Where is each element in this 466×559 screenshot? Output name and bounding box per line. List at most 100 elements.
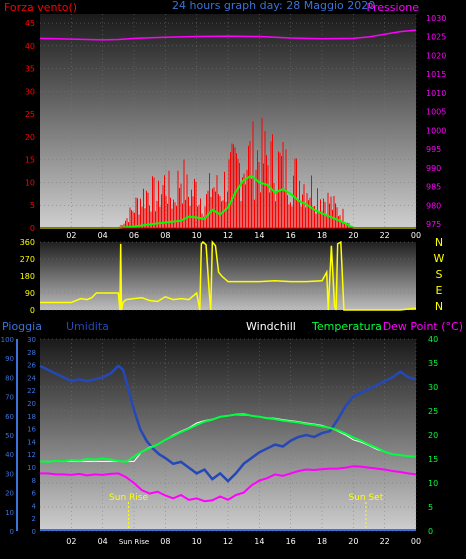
humidity-tick-label: 14 bbox=[27, 438, 36, 446]
time-tick-label: 04 bbox=[98, 537, 108, 546]
time-tick-label: Sun Rise bbox=[119, 538, 149, 546]
humidity-axis-label: Umidita bbox=[66, 320, 109, 333]
wind-tick-label: 0 bbox=[30, 224, 35, 233]
time-tick-label: 10 bbox=[192, 537, 202, 546]
humidity-tick-label: 6 bbox=[32, 490, 37, 498]
temperature-tick-label: 0 bbox=[428, 527, 433, 536]
time-tick-label: 02 bbox=[66, 231, 76, 240]
rain-tick-label: 20 bbox=[5, 490, 14, 498]
rain-tick-label: 70 bbox=[5, 394, 14, 402]
wind-tick-label: 30 bbox=[25, 87, 35, 96]
rain-tick-label: 40 bbox=[5, 451, 14, 459]
direction-series-line bbox=[40, 239, 417, 311]
wind-tick-label: 25 bbox=[25, 110, 35, 119]
time-tick-label: 06 bbox=[129, 231, 139, 240]
humidity-tick-label: 28 bbox=[27, 349, 36, 357]
pressure-tick-label: 995 bbox=[426, 145, 441, 154]
pressure-tick-label: 1030 bbox=[426, 14, 446, 23]
time-tick-label: 18 bbox=[317, 537, 327, 546]
temperature-tick-label: 30 bbox=[428, 383, 438, 392]
temperature-tick-label: 35 bbox=[428, 359, 438, 368]
humidity-tick-label: 30 bbox=[27, 336, 36, 344]
direction-tick-label: 270 bbox=[20, 255, 35, 264]
wind-pressure-series bbox=[39, 29, 417, 229]
wind-tick-label: 40 bbox=[25, 42, 35, 51]
sun-marker-label: Sun Set bbox=[348, 493, 383, 503]
time-tick-label: 20 bbox=[348, 537, 358, 546]
time-tick-label: 02 bbox=[66, 537, 76, 546]
wind-tick-label: 5 bbox=[30, 201, 35, 210]
wind-tick-label: 15 bbox=[25, 156, 35, 165]
humidity-tick-label: 26 bbox=[27, 362, 36, 370]
pressure-tick-label: 975 bbox=[426, 220, 441, 229]
temperature-tick-label: 25 bbox=[428, 407, 438, 416]
time-tick-label: 08 bbox=[160, 231, 170, 240]
time-tick-label: 18 bbox=[317, 231, 327, 240]
humidity-tick-label: 16 bbox=[27, 426, 36, 434]
temperature-tick-label: 40 bbox=[428, 335, 438, 344]
windchill-legend-label: Windchill bbox=[246, 320, 296, 333]
humidity-tick-label: 20 bbox=[27, 400, 36, 408]
pressure-tick-label: 1005 bbox=[426, 108, 446, 117]
direction-tick-label: 360 bbox=[20, 238, 35, 247]
rain-tick-label: 0 bbox=[10, 528, 14, 536]
temperature-series bbox=[39, 412, 417, 463]
time-tick-label: 22 bbox=[380, 537, 390, 546]
compass-label: N bbox=[435, 300, 443, 313]
direction-tick-label: 180 bbox=[20, 272, 35, 281]
pressure-tick-label: 985 bbox=[426, 183, 441, 192]
pressure-tick-label: 1025 bbox=[426, 33, 446, 42]
pressure-tick-label: 990 bbox=[426, 164, 441, 173]
time-tick-label: 14 bbox=[254, 231, 264, 240]
temperature-tick-label: 10 bbox=[428, 479, 438, 488]
wind-tick-label: 45 bbox=[25, 19, 35, 28]
rain-axis-label: Pioggia bbox=[2, 320, 42, 333]
pressure-tick-label: 1015 bbox=[426, 70, 446, 79]
pressure-axis-label: Pressione bbox=[367, 1, 420, 14]
compass-label: N bbox=[435, 236, 443, 249]
humidity-tick-label: 10 bbox=[27, 464, 36, 472]
direction-series bbox=[40, 239, 417, 311]
gust-series bbox=[40, 174, 416, 229]
time-tick-label: 08 bbox=[160, 537, 170, 546]
wind-pressure-x-axis: 02 04 06 08 10 12 14 16 18 20 22 00 bbox=[66, 231, 421, 240]
time-tick-label: 12 bbox=[223, 537, 233, 546]
rain-tick-label: 30 bbox=[5, 470, 14, 478]
temperature-tick-label: 20 bbox=[428, 431, 438, 440]
wind-axis-label: Forza vento() bbox=[4, 1, 77, 14]
rain-tick-label: 90 bbox=[5, 355, 14, 363]
rain-y-axis: 0 10 20 30 40 50 60 70 80 90 100 bbox=[1, 336, 18, 536]
time-tick-label: 22 bbox=[380, 231, 390, 240]
humidity-tick-label: 8 bbox=[32, 477, 36, 485]
time-tick-label: 00 bbox=[411, 231, 421, 240]
humidity-tick-label: 22 bbox=[27, 387, 36, 395]
direction-tick-label: 90 bbox=[25, 289, 35, 298]
temperature-tick-label: 5 bbox=[428, 503, 433, 512]
chart-title: 24 hours graph day: 28 Maggio 2020 bbox=[172, 0, 375, 12]
pressure-y-axis: 975 980 985 990 995 1000 1005 1010 1015 1020 1025 1… bbox=[426, 14, 446, 229]
time-tick-label: 00 bbox=[411, 537, 421, 546]
pressure-tick-label: 1020 bbox=[426, 51, 446, 60]
wind-series bbox=[119, 118, 353, 228]
dewpoint-legend-label: Dew Point (°C) bbox=[383, 320, 463, 333]
direction-y-axis: 0 90 180 270 360 bbox=[20, 238, 35, 315]
humidity-tick-label: 4 bbox=[32, 502, 37, 510]
pressure-tick-label: 1000 bbox=[426, 126, 446, 135]
sun-annotations: Sun Rise Sun Set bbox=[109, 493, 384, 531]
time-tick-label: 04 bbox=[98, 231, 108, 240]
climate-x-axis: 02 04 Sun Rise 08 10 12 14 16 18 20 22 00 bbox=[66, 537, 421, 546]
humidity-tick-label: 0 bbox=[32, 528, 36, 536]
temperature-tick-label: 15 bbox=[428, 455, 438, 464]
wind-tick-label: 35 bbox=[25, 65, 35, 74]
compass-label: S bbox=[436, 268, 443, 281]
rain-tick-label: 80 bbox=[5, 374, 14, 382]
time-tick-label: 10 bbox=[192, 231, 202, 240]
pressure-series bbox=[39, 29, 417, 41]
time-tick-label: 20 bbox=[348, 231, 358, 240]
compass-label: E bbox=[436, 284, 443, 297]
direction-grid bbox=[40, 241, 416, 311]
pressure-tick-label: 1010 bbox=[426, 89, 446, 98]
climate-series bbox=[39, 364, 417, 532]
